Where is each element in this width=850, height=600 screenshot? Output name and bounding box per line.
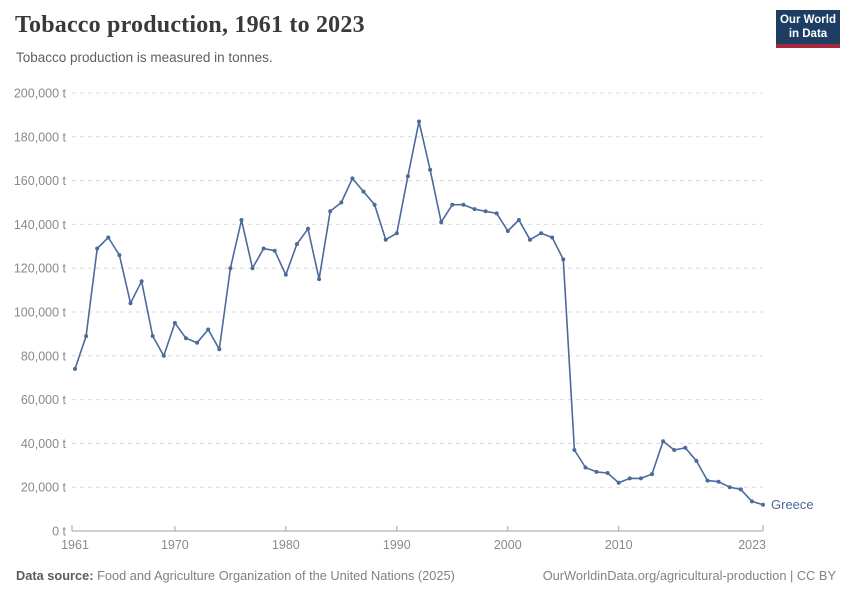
- y-tick-label: 80,000 t: [21, 349, 67, 363]
- data-point[interactable]: [184, 336, 188, 341]
- y-tick-label: 20,000 t: [21, 481, 67, 495]
- y-tick-label: 60,000 t: [21, 393, 67, 407]
- y-tick-label: 180,000 t: [14, 130, 67, 144]
- data-point[interactable]: [405, 174, 410, 179]
- y-tick-label: 200,000 t: [14, 87, 67, 101]
- data-point[interactable]: [117, 253, 122, 258]
- data-point[interactable]: [727, 485, 732, 490]
- data-point[interactable]: [294, 242, 299, 247]
- data-point[interactable]: [417, 119, 421, 124]
- data-point[interactable]: [283, 272, 288, 277]
- data-point[interactable]: [239, 218, 244, 222]
- y-tick-label: 100,000 t: [14, 306, 67, 320]
- chart-title: Tobacco production, 1961 to 2023: [15, 12, 365, 38]
- data-source-text: Food and Agriculture Organization of the…: [93, 568, 455, 583]
- data-point[interactable]: [650, 472, 654, 477]
- data-point[interactable]: [616, 480, 621, 485]
- x-tick-label: 2023: [738, 538, 766, 552]
- data-point[interactable]: [694, 458, 699, 463]
- data-point[interactable]: [339, 200, 344, 205]
- data-point[interactable]: [228, 266, 233, 271]
- data-point[interactable]: [638, 476, 643, 481]
- data-point[interactable]: [139, 279, 144, 284]
- data-point[interactable]: [761, 502, 765, 507]
- data-point[interactable]: [372, 202, 377, 207]
- citation-link[interactable]: OurWorldinData.org/agricultural-producti…: [542, 568, 836, 583]
- data-point[interactable]: [483, 209, 488, 214]
- data-point[interactable]: [749, 499, 754, 504]
- data-point[interactable]: [605, 471, 610, 475]
- data-point[interactable]: [106, 235, 111, 240]
- data-point[interactable]: [206, 327, 211, 332]
- y-tick-label: 120,000 t: [14, 262, 67, 276]
- owid-logo[interactable]: Our World in Data: [776, 10, 840, 48]
- x-tick-label: 1990: [383, 538, 411, 552]
- x-tick-label: 2010: [605, 538, 633, 552]
- data-point[interactable]: [516, 218, 521, 222]
- y-tick-label: 40,000 t: [21, 437, 67, 451]
- x-tick-label: 1961: [61, 538, 89, 552]
- data-point[interactable]: [572, 448, 577, 452]
- data-point[interactable]: [528, 237, 532, 242]
- data-point[interactable]: [439, 220, 444, 225]
- data-point[interactable]: [428, 167, 433, 172]
- data-point[interactable]: [73, 366, 77, 371]
- data-point[interactable]: [461, 202, 466, 207]
- data-point[interactable]: [505, 229, 510, 233]
- data-point[interactable]: [594, 469, 599, 474]
- data-point[interactable]: [472, 207, 477, 212]
- data-point[interactable]: [705, 478, 710, 483]
- x-tick-label: 1980: [272, 538, 300, 552]
- data-point[interactable]: [172, 321, 177, 325]
- x-tick-label: 2000: [494, 538, 522, 552]
- data-point[interactable]: [627, 476, 632, 481]
- data-point[interactable]: [95, 246, 100, 251]
- data-point[interactable]: [394, 231, 399, 236]
- y-tick-label: 140,000 t: [14, 218, 67, 232]
- data-point[interactable]: [161, 353, 166, 358]
- data-point[interactable]: [150, 334, 155, 339]
- owid-logo-line2: in Data: [788, 28, 828, 40]
- data-point[interactable]: [450, 202, 455, 207]
- data-point[interactable]: [550, 235, 555, 240]
- data-point[interactable]: [272, 248, 277, 253]
- x-tick-label: 1970: [161, 538, 189, 552]
- data-point[interactable]: [350, 176, 355, 181]
- series-label[interactable]: Greece: [771, 497, 814, 512]
- data-point[interactable]: [261, 246, 266, 251]
- data-source-label: Data source:: [16, 568, 94, 583]
- data-point[interactable]: [683, 445, 688, 450]
- data-point[interactable]: [195, 340, 200, 345]
- data-point[interactable]: [583, 465, 588, 470]
- data-point[interactable]: [561, 257, 566, 262]
- data-point[interactable]: [328, 209, 333, 214]
- data-point[interactable]: [738, 487, 743, 492]
- data-point[interactable]: [317, 277, 322, 282]
- data-point[interactable]: [383, 237, 388, 242]
- y-tick-label: 160,000 t: [14, 174, 67, 188]
- data-point[interactable]: [217, 347, 222, 352]
- data-point[interactable]: [716, 479, 721, 484]
- data-point[interactable]: [250, 266, 255, 271]
- data-source: Data source: Food and Agriculture Organi…: [16, 568, 455, 583]
- series-line-greece[interactable]: [74, 120, 764, 506]
- data-point[interactable]: [84, 334, 89, 339]
- data-point[interactable]: [128, 301, 133, 306]
- data-point[interactable]: [661, 439, 666, 444]
- owid-logo-line1: Our World: [779, 13, 836, 26]
- chart-footer: Data source: Food and Agriculture Organi…: [16, 568, 836, 583]
- y-tick-label: 0 t: [52, 525, 66, 539]
- chart-subtitle: Tobacco production is measured in tonnes…: [16, 50, 273, 65]
- data-point[interactable]: [494, 211, 499, 216]
- data-point[interactable]: [539, 231, 544, 236]
- data-point[interactable]: [672, 448, 677, 452]
- data-point[interactable]: [361, 189, 366, 194]
- data-point[interactable]: [306, 226, 310, 231]
